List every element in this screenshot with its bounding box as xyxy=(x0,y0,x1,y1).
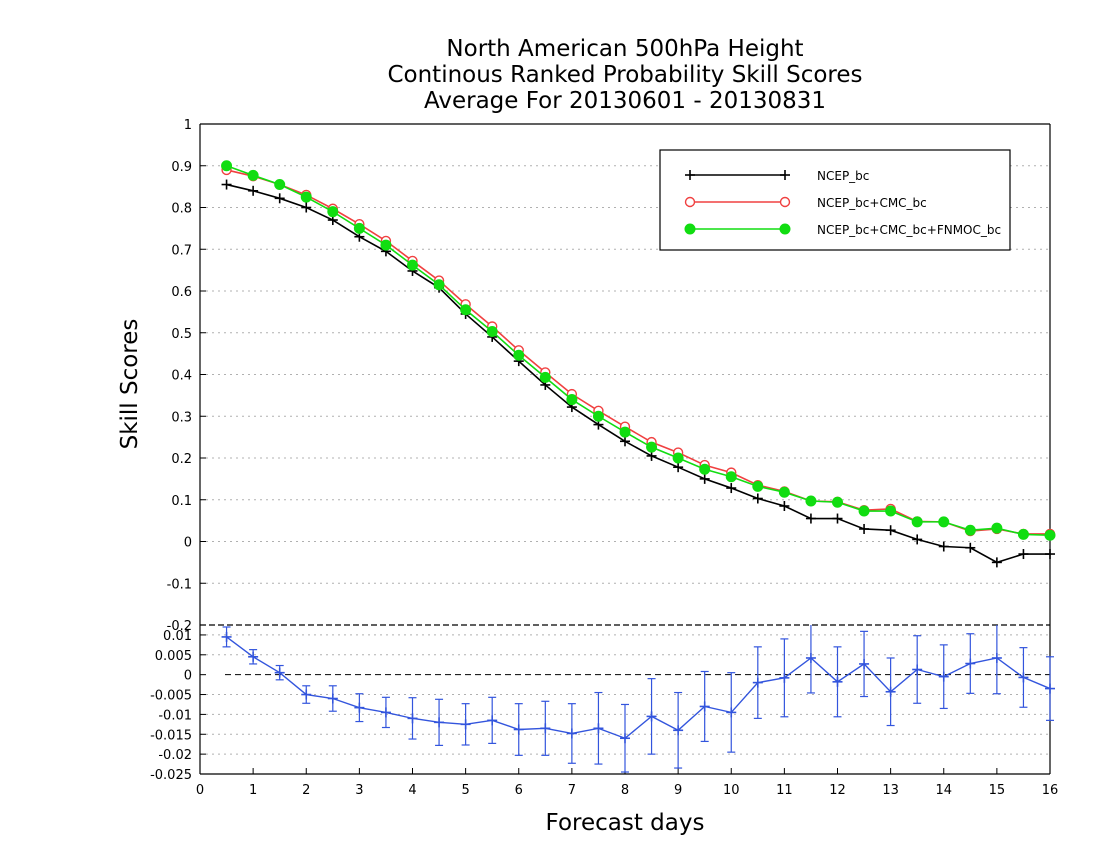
x-axis-label: Forecast days xyxy=(545,810,705,836)
legend-marker-1 xyxy=(779,196,791,208)
data-point-2 xyxy=(486,325,498,337)
x-tick-label: 2 xyxy=(302,783,310,798)
legend-label-1: NCEP_bc+CMC_bc xyxy=(817,196,927,210)
x-tick-label: 8 xyxy=(621,783,629,798)
x-tick-label: 0 xyxy=(196,783,204,798)
data-point-2 xyxy=(699,463,711,475)
data-point-2 xyxy=(380,239,392,251)
x-tick-label: 10 xyxy=(723,783,740,798)
data-point-2 xyxy=(300,191,312,203)
data-point-2 xyxy=(247,169,259,181)
x-tick-label: 7 xyxy=(568,783,576,798)
x-tick-label: 9 xyxy=(674,783,682,798)
data-point-2 xyxy=(1044,529,1056,541)
difference-series-line xyxy=(226,636,1051,740)
data-point-2 xyxy=(513,349,525,361)
data-point-2 xyxy=(274,179,286,191)
x-tick-label: 14 xyxy=(935,783,952,798)
top-y-tick-label: -0.1 xyxy=(167,577,192,592)
x-tick-label: 4 xyxy=(408,783,416,798)
data-point-2 xyxy=(991,522,1003,534)
x-tick-label: 16 xyxy=(1042,783,1059,798)
legend-box xyxy=(659,149,1011,251)
top-y-tick-label: 0.3 xyxy=(171,410,192,425)
bottom-y-tick-label: 0 xyxy=(184,669,192,684)
bottom-y-tick-label: 0.005 xyxy=(155,649,192,664)
data-point-2 xyxy=(778,486,790,498)
data-point-2 xyxy=(407,259,418,271)
top-y-tick-label: 1 xyxy=(184,118,192,133)
legend-label-2: NCEP_bc+CMC_bc+FNMOC_bc xyxy=(817,223,1001,237)
bottom-y-tick-label: -0.015 xyxy=(150,728,192,743)
title-line-1: North American 500hPa Height xyxy=(446,36,804,62)
top-y-tick-label: 0.4 xyxy=(171,369,192,384)
data-point-2 xyxy=(805,495,817,507)
bottom-y-tick-label: -0.005 xyxy=(150,689,192,704)
data-point-2 xyxy=(752,480,764,492)
data-point-2 xyxy=(938,516,950,528)
x-tick-label: 5 xyxy=(461,783,469,798)
data-point-2 xyxy=(433,279,445,291)
bottom-y-tick-label: -0.01 xyxy=(158,708,192,723)
data-point-2 xyxy=(646,441,658,453)
series-line-0 xyxy=(226,183,1050,564)
top-y-tick-label: 0.1 xyxy=(171,494,192,509)
x-tick-label: 15 xyxy=(989,783,1006,798)
data-point-2 xyxy=(832,496,843,508)
data-point-2 xyxy=(1017,528,1029,540)
title-line-3: Average For 20130601 - 20130831 xyxy=(423,88,827,114)
bottom-y-tick-label: -0.025 xyxy=(150,768,192,783)
data-point-2 xyxy=(911,516,923,528)
data-point-2 xyxy=(592,410,604,422)
x-tick-label: 12 xyxy=(829,783,846,798)
x-tick-label: 11 xyxy=(776,783,793,798)
data-point-2 xyxy=(858,505,870,517)
data-point-2 xyxy=(539,371,551,383)
x-tick-label: 1 xyxy=(249,783,257,798)
chart-title: North American 500hPa Height Continous R… xyxy=(200,36,1050,114)
top-y-tick-label: 0.7 xyxy=(171,243,192,258)
top-y-tick-label: 0.6 xyxy=(171,285,192,300)
top-y-tick-label: 0 xyxy=(184,536,192,551)
top-y-tick-label: 0.2 xyxy=(171,452,192,467)
legend-marker-2 xyxy=(684,223,696,235)
x-tick-label: 13 xyxy=(882,783,899,798)
data-point-2 xyxy=(885,505,897,517)
data-point-2 xyxy=(353,222,365,234)
top-y-tick-label: -0.2 xyxy=(167,619,192,634)
x-tick-label: 3 xyxy=(355,783,363,798)
bottom-y-tick-label: 0.01 xyxy=(163,629,192,644)
legend-marker-2 xyxy=(779,223,791,235)
x-tick-label: 6 xyxy=(515,783,523,798)
data-point-2 xyxy=(619,426,631,438)
top-y-tick-label: 0.9 xyxy=(171,160,192,175)
data-point-2 xyxy=(964,524,976,536)
bottom-y-tick-label: -0.02 xyxy=(158,748,192,763)
data-point-2 xyxy=(725,471,737,483)
data-point-2 xyxy=(460,304,472,316)
top-y-tick-label: 0.8 xyxy=(171,202,192,217)
title-line-2: Continous Ranked Probability Skill Score… xyxy=(387,62,863,88)
legend-label-0: NCEP_bc xyxy=(817,169,869,183)
data-point-2 xyxy=(221,160,233,172)
data-point-2 xyxy=(566,394,578,406)
data-point-2 xyxy=(327,206,339,218)
top-y-tick-label: 0.5 xyxy=(171,327,192,342)
data-point-2 xyxy=(672,452,684,464)
legend-marker-1 xyxy=(684,196,696,208)
